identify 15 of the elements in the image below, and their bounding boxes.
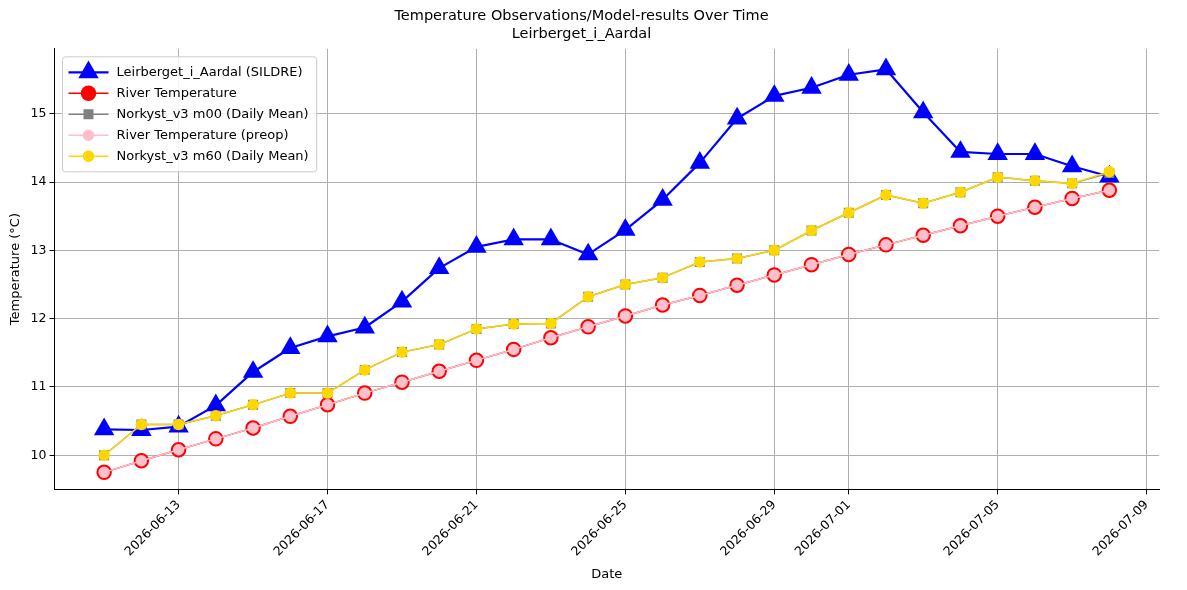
chart-subtitle: Leirberget_i_Aardal bbox=[511, 24, 652, 41]
legend-label: Leirberget_i_Aardal (SILDRE) bbox=[116, 63, 303, 79]
y-tick-label: 14 bbox=[30, 173, 47, 189]
x-axis-title: Date bbox=[591, 565, 623, 581]
y-axis-title: Temperature (°C) bbox=[7, 213, 23, 327]
legend-label: Norkyst_v3 m60 (Daily Mean) bbox=[116, 147, 309, 163]
y-tick-label: 13 bbox=[30, 241, 47, 257]
chart-title: Temperature Observations/Model-results Over Time bbox=[393, 7, 769, 24]
y-tick-label: 11 bbox=[30, 378, 47, 394]
y-tick-label: 10 bbox=[30, 446, 47, 462]
y-tick-label: 12 bbox=[30, 309, 47, 325]
legend-label: Norkyst_v3 m00 (Daily Mean) bbox=[116, 105, 309, 121]
legend-label: River Temperature (preop) bbox=[116, 126, 289, 142]
legend-label: River Temperature bbox=[116, 84, 237, 100]
y-tick-label: 15 bbox=[30, 104, 47, 120]
